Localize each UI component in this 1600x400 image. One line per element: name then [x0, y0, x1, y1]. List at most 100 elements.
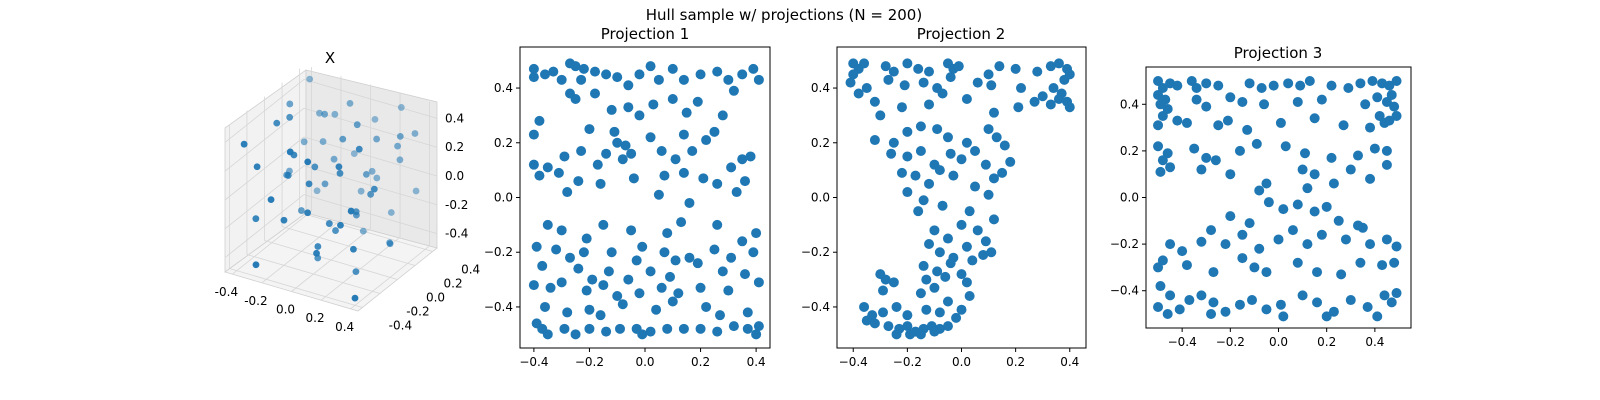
scatter-point	[651, 304, 662, 315]
scatter-point	[681, 107, 692, 118]
scatter-point	[1316, 229, 1327, 240]
scatter-point	[1237, 229, 1248, 240]
x-tick-label-3d: 0.4	[335, 320, 354, 334]
scatter-point	[1369, 143, 1380, 154]
scatter-point-3d	[304, 209, 312, 217]
scatter-point	[1172, 80, 1183, 91]
scatter-point	[695, 282, 706, 293]
scatter-point	[678, 74, 689, 85]
points-3d	[240, 75, 420, 302]
scatter-point	[888, 137, 899, 148]
scatter-point-3d	[335, 163, 343, 171]
scatter-point	[712, 66, 723, 77]
scatter-point	[986, 247, 997, 258]
scatter-point-3d	[311, 163, 319, 171]
y-tick-label: −0.2	[801, 245, 830, 259]
scatter-point	[656, 145, 667, 156]
scatter-point-3d	[350, 245, 357, 253]
scatter-point	[1201, 101, 1212, 112]
scatter-point	[1275, 117, 1286, 128]
scatter-point	[937, 88, 948, 99]
scatter-point	[590, 66, 600, 77]
scatter-point	[748, 63, 759, 74]
scatter-point	[1263, 197, 1274, 208]
scatter-point	[875, 110, 886, 121]
scatter-point	[915, 288, 926, 299]
scatter-point	[678, 129, 689, 140]
scatter-point	[606, 104, 617, 115]
scatter-point-3d	[337, 221, 344, 229]
scatter-point	[620, 140, 631, 151]
scatter-point	[861, 315, 872, 326]
scatter-point	[587, 274, 598, 285]
scatter-point	[601, 148, 612, 159]
x-tick-label-3d: 0.0	[276, 303, 295, 317]
scatter-point	[1278, 204, 1289, 215]
scatter-point	[983, 69, 994, 80]
scatter-point	[1244, 218, 1255, 229]
scatter-point	[570, 329, 581, 340]
scatter-point	[1268, 80, 1279, 91]
scatter-point	[1196, 236, 1207, 247]
scatter-point	[924, 239, 935, 250]
scatter-point	[972, 225, 983, 236]
x-tick-label: 0.2	[691, 355, 710, 369]
y-tick-label-3d: -0.2	[406, 305, 429, 319]
y-tick-label: 0.0	[1120, 191, 1139, 205]
scatter-point	[880, 61, 891, 72]
scatter-point	[698, 173, 709, 184]
scatter-point	[537, 260, 548, 271]
x-tick-label: −0.4	[519, 355, 548, 369]
scatter-point-3d	[336, 169, 344, 177]
scatter-point	[956, 154, 967, 165]
subplot-3d: X -0.4-0.20.00.20.4 -0.4-0.20.00.20.4-0.4…	[215, 49, 480, 334]
scatter-point	[956, 219, 967, 230]
scatter-point	[1244, 78, 1255, 89]
scatter-point	[1379, 290, 1390, 301]
scatter-point	[1287, 225, 1298, 236]
scatter-point	[1032, 66, 1043, 77]
scatter-point	[1064, 102, 1075, 113]
scatter-point-3d	[273, 119, 281, 127]
scatter-point-3d	[373, 174, 381, 182]
scatter-point	[1157, 255, 1168, 266]
scatter-point-3d	[347, 207, 355, 215]
scatter-point	[964, 206, 975, 217]
scatter-point-3d	[367, 190, 375, 198]
scatter-point-3d	[352, 268, 360, 275]
scatter-point-3d	[362, 171, 370, 178]
scatter-point	[1389, 257, 1400, 268]
scatter-point-3d	[355, 145, 363, 153]
scatter-point	[970, 145, 981, 156]
scatter-point	[1196, 290, 1207, 301]
scatter-point	[667, 93, 678, 104]
scatter-point	[662, 323, 673, 334]
scatter-point	[637, 241, 648, 252]
scatter-point	[1377, 260, 1388, 271]
scatter-point	[902, 310, 913, 321]
scatter-point	[1059, 74, 1070, 85]
scatter-point-3d	[339, 135, 347, 143]
scatter-point	[1048, 83, 1059, 94]
subplot-3d-title: X	[325, 49, 335, 67]
scatter-point	[1309, 113, 1320, 124]
scatter-point	[951, 312, 962, 323]
scatter-point-3d	[387, 209, 395, 216]
scatter-point	[1372, 311, 1383, 322]
scatter-point	[1181, 260, 1192, 271]
scatter-point	[656, 282, 667, 293]
scatter-point-3d	[314, 243, 322, 250]
scatter-point	[1326, 152, 1337, 163]
scatter-point	[1355, 78, 1366, 89]
scatter-point-3d	[394, 142, 401, 150]
scatter-point	[953, 61, 964, 72]
scatter-point	[934, 307, 945, 318]
scatter-point	[695, 69, 706, 80]
scatter-point	[1292, 199, 1303, 210]
scatter-point	[553, 167, 564, 178]
scatter-point	[728, 321, 739, 332]
y-tick-label: 0.4	[494, 81, 513, 95]
scatter-point	[684, 197, 695, 208]
scatter-point	[1208, 297, 1219, 308]
